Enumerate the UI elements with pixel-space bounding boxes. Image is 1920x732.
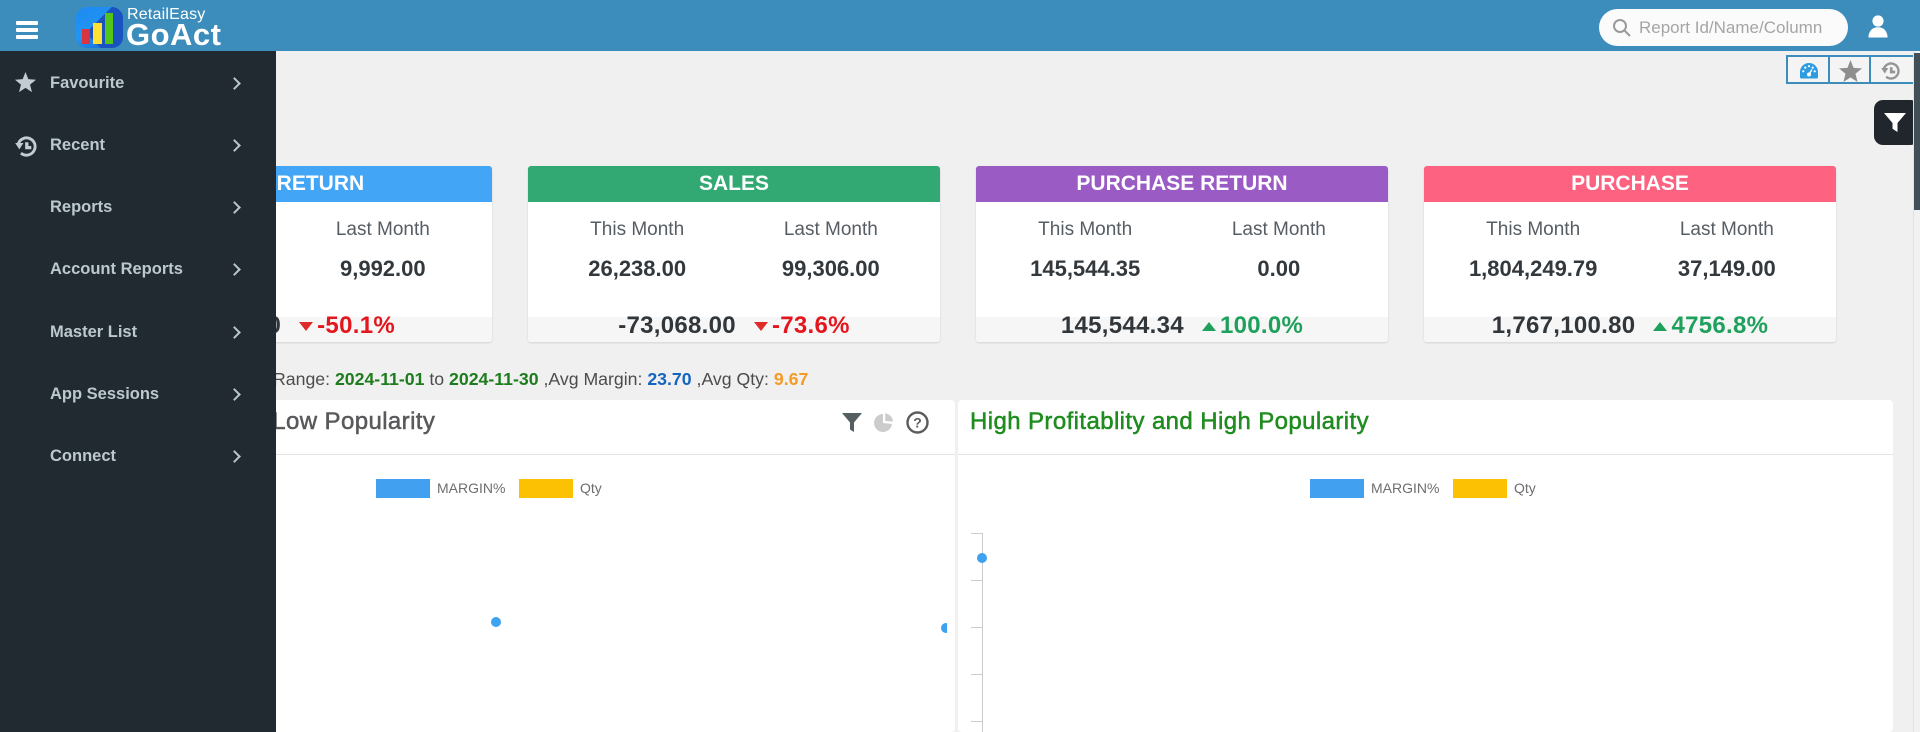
svg-text:?: ? bbox=[913, 415, 922, 431]
